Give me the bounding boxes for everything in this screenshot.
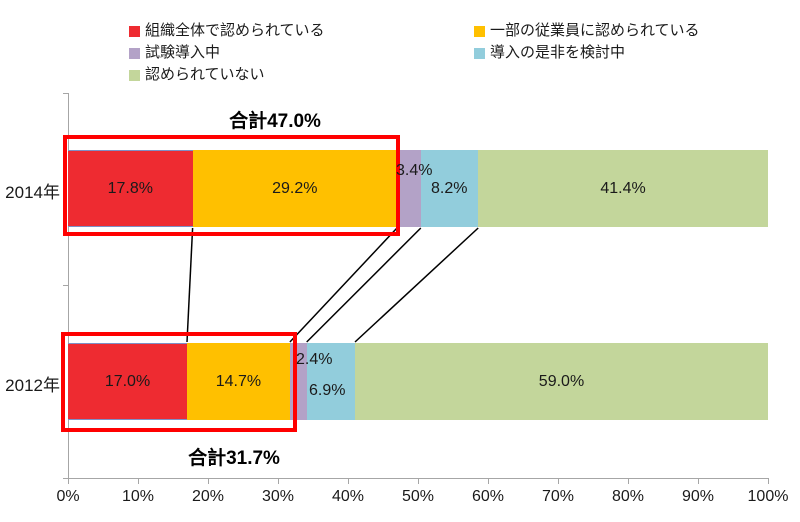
y-axis-line (68, 93, 69, 478)
bar-segment: 17.0% (68, 343, 187, 420)
x-axis-tickmark (698, 478, 699, 484)
bar-segment: 29.2% (192, 150, 397, 227)
segment-value-label: 29.2% (272, 179, 318, 197)
x-axis-tick-label: 90% (681, 488, 715, 505)
chart-legend-column-2: 一部の従業員に認められている 導入の是非を検討中 (474, 20, 700, 64)
total-annotation-2014: 合計47.0% (229, 111, 321, 132)
legend-item: 試験導入中 (129, 42, 325, 64)
x-axis-tick-label: 70% (541, 488, 575, 505)
y-axis-tick (63, 478, 68, 479)
value-label-2014-trial: 3.4% (396, 162, 433, 179)
legend-label: 認められていない (145, 66, 265, 83)
highlight-rect-2014 (63, 135, 400, 236)
x-axis-tick-label: 20% (191, 488, 225, 505)
legend-label: 導入の是非を検討中 (490, 44, 626, 61)
bar-segment: 59.0% (354, 343, 768, 420)
connector-line (289, 227, 398, 343)
category-label-2014: 2014年 (5, 183, 60, 202)
bar-segment: 17.8% (68, 150, 193, 227)
x-axis-tick-label: 80% (611, 488, 645, 505)
bar-segment (396, 150, 421, 227)
stacked-bar-2012年: 17.0% 14.7% 59.0% (68, 343, 768, 420)
x-axis-tickmark (628, 478, 629, 484)
legend-item: 組織全体で認められている (129, 20, 325, 42)
connector-line (306, 227, 422, 343)
legend-label: 一部の従業員に認められている (490, 22, 700, 39)
category-label-2012: 2012年 (5, 376, 60, 395)
segment-value-label: 17.8% (107, 179, 153, 197)
x-axis-tickmark (208, 478, 209, 484)
x-axis-tickmark (488, 478, 489, 484)
legend-label: 試験導入中 (145, 44, 221, 61)
legend-item: 一部の従業員に認められている (474, 20, 700, 42)
bar-segment: 41.4% (478, 150, 768, 227)
connector-line (354, 227, 479, 343)
x-axis-tickmark (558, 478, 559, 484)
chart-legend-column-1: 組織全体で認められている 試験導入中認められていない (129, 20, 325, 86)
legend-swatch-icon (474, 47, 485, 59)
total-annotation-2012: 合計31.7% (188, 448, 280, 469)
value-label-2012-trial: 2.4% (296, 351, 333, 368)
segment-value-label: 59.0% (538, 372, 585, 390)
stacked-bar-2014年: 17.8% 29.2% 41.4% (68, 150, 768, 227)
x-axis-tick-label: 100% (747, 488, 789, 505)
bar-segment (420, 150, 479, 227)
segment-value-label: 41.4% (600, 179, 646, 197)
x-axis-tickmark (418, 478, 419, 484)
x-axis-tick-label: 0% (56, 488, 80, 505)
y-axis-tick (63, 285, 68, 286)
x-axis-tickmark (278, 478, 279, 484)
legend-swatch-icon (129, 47, 140, 59)
x-axis-tick-label: 10% (121, 488, 155, 505)
bar-segment: 14.7% (187, 343, 290, 420)
value-label-2014-considering: 8.2% (431, 180, 468, 197)
value-label-2012-considering: 6.9% (309, 382, 346, 399)
x-axis-tickmark (68, 478, 69, 484)
x-axis-tick-label: 60% (471, 488, 505, 505)
connector-line (186, 227, 194, 343)
legend-swatch-icon (129, 25, 140, 37)
highlight-rect-2012 (61, 332, 297, 432)
legend-swatch-icon (474, 25, 485, 37)
x-axis-tick-label: 50% (401, 488, 435, 505)
x-axis-tick-label: 40% (331, 488, 365, 505)
x-axis-tick-label: 30% (261, 488, 295, 505)
legend-item: 認められていない (129, 64, 325, 86)
y-axis-tick (63, 93, 68, 94)
x-axis-tickmark (768, 478, 769, 484)
legend-item: 導入の是非を検討中 (474, 42, 700, 64)
legend-swatch-icon (129, 69, 140, 81)
segment-value-label: 14.7% (215, 372, 262, 390)
x-axis-tickmark (138, 478, 139, 484)
x-axis-tickmark (348, 478, 349, 484)
bar-segment (306, 343, 355, 420)
legend-label: 組織全体で認められている (145, 22, 325, 39)
segment-value-label: 17.0% (104, 372, 151, 390)
